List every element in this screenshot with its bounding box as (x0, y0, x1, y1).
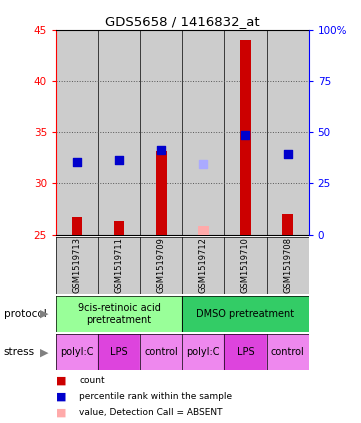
Bar (56, 296, 182, 332)
Point (243, 132, 248, 139)
Text: ▶: ▶ (40, 347, 49, 357)
Text: LPS: LPS (237, 347, 254, 357)
Text: ■: ■ (56, 376, 66, 386)
Text: count: count (79, 376, 105, 385)
Bar (156, 151, 166, 235)
Text: stress: stress (4, 347, 35, 357)
Text: GSM1519711: GSM1519711 (115, 237, 123, 294)
Bar (266, 237, 309, 294)
Text: GSM1519709: GSM1519709 (157, 237, 166, 294)
Bar (140, 30, 182, 235)
Bar (140, 237, 182, 294)
Bar (266, 30, 309, 235)
Bar (182, 334, 225, 370)
Text: GSM1519712: GSM1519712 (199, 237, 208, 294)
Point (116, 157, 122, 163)
Point (158, 146, 164, 153)
Bar (72, 217, 82, 235)
Bar (266, 334, 309, 370)
Bar (182, 30, 225, 235)
Text: DMSO pretreatment: DMSO pretreatment (196, 309, 295, 319)
Bar (98, 30, 140, 235)
Text: polyI:C: polyI:C (187, 347, 220, 357)
Text: ■: ■ (56, 392, 66, 402)
Text: GSM1519710: GSM1519710 (241, 237, 250, 294)
Bar (225, 30, 266, 235)
Bar (282, 214, 293, 235)
Bar (98, 334, 140, 370)
Bar (140, 334, 182, 370)
Bar (56, 334, 98, 370)
Text: control: control (144, 347, 178, 357)
Point (285, 150, 291, 157)
Point (200, 161, 206, 168)
Title: GDS5658 / 1416832_at: GDS5658 / 1416832_at (105, 16, 260, 28)
Bar (98, 237, 140, 294)
Bar (56, 237, 98, 294)
Text: GSM1519713: GSM1519713 (73, 237, 82, 294)
Text: ▶: ▶ (40, 309, 49, 319)
Text: GSM1519708: GSM1519708 (283, 237, 292, 294)
Bar (225, 237, 266, 294)
Text: protocol: protocol (4, 309, 46, 319)
Text: polyI:C: polyI:C (60, 347, 94, 357)
Text: value, Detection Call = ABSENT: value, Detection Call = ABSENT (79, 408, 223, 418)
Bar (56, 30, 98, 235)
Point (74, 159, 80, 165)
Text: LPS: LPS (110, 347, 128, 357)
Text: control: control (271, 347, 304, 357)
Text: percentile rank within the sample: percentile rank within the sample (79, 392, 232, 401)
Bar (114, 221, 125, 235)
Bar (182, 296, 309, 332)
Bar (240, 40, 251, 235)
Bar (198, 225, 209, 235)
Bar (225, 334, 266, 370)
Text: ■: ■ (56, 408, 66, 418)
Bar (182, 237, 225, 294)
Text: 9cis-retinoic acid
pretreatment: 9cis-retinoic acid pretreatment (78, 303, 161, 325)
